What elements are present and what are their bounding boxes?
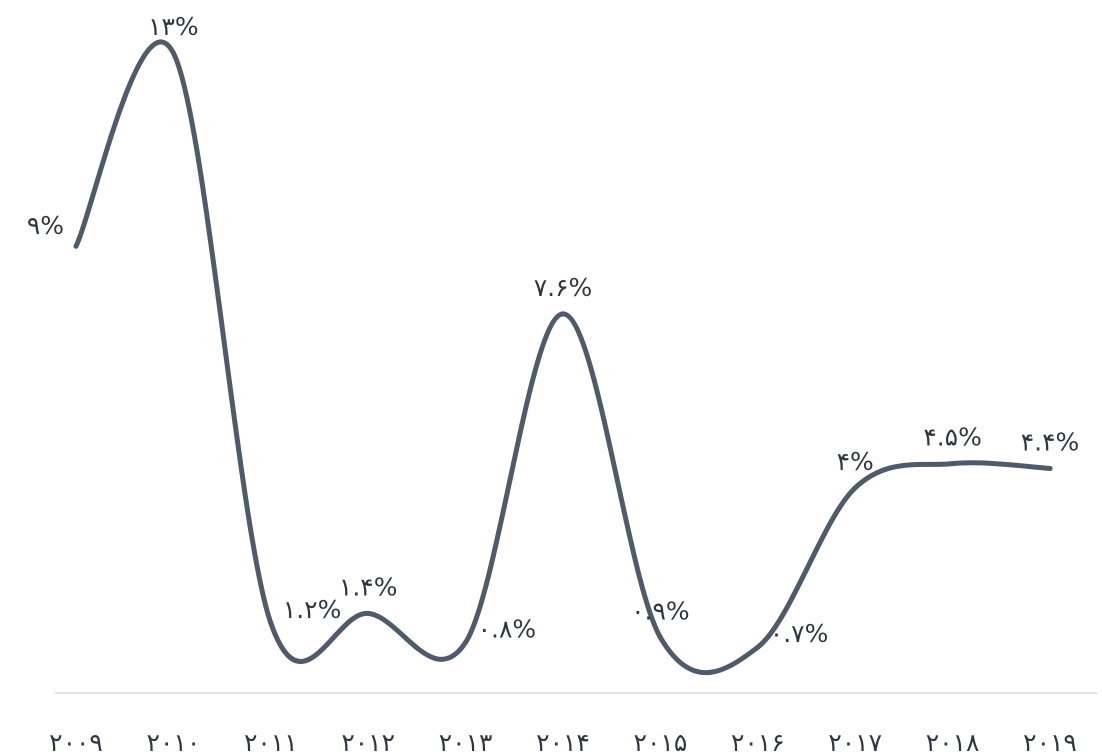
data-label-6: ۰.۹% [631,597,690,626]
x-tick-labels: ۲۰۰۹ ۲۰۱۰ ۲۰۱۱ ۲۰۱۲ ۲۰۱۳ ۲۰۱۴ ۲۰۱۵ ۲۰۱۶ ۲۰۱۷ ۲۰۱۸… [49,728,1077,756]
data-label-2: ۱.۲% [283,595,342,624]
data-point-3 [365,610,371,616]
data-label-5: ۷.۶% [534,273,593,302]
data-label-3: ۱.۴% [339,572,398,601]
x-tick-label-8: ۲۰۱۷ [828,728,882,756]
data-point-5 [560,311,566,317]
data-point-2 [268,620,274,626]
series-line [73,39,1053,676]
x-tick-label-2: ۲۰۱۱ [244,728,298,756]
x-tick-label-6: ۲۰۱۵ [634,728,688,756]
data-point-7 [755,644,761,650]
data-label-1: ۱۳% [148,12,199,41]
data-label-0: ۹% [27,211,64,240]
data-point-4 [463,639,469,645]
data-point-0 [73,243,79,249]
data-label-4: ۰.۸% [478,614,537,643]
data-label-9: ۴.۵% [923,423,982,452]
x-tick-label-5: ۲۰۱۴ [536,728,590,756]
data-point-10 [1047,465,1053,471]
data-label-8: ۴% [837,447,874,476]
data-label-10: ۴.۴% [1021,427,1080,456]
x-tick-label-1: ۲۰۱۰ [147,728,201,756]
data-label-7: ۰.۷% [770,619,829,648]
data-point-9 [950,461,956,467]
x-tick-label-9: ۲۰۱۸ [926,728,980,756]
data-labels: ۹% ۱۳% ۱.۲%۱.۴% ۰.۸% ۷.۶% ۰.۹% ۰.۷% ۴% ۴.۵% ۴.۴% [27,12,1079,648]
data-point-1 [170,50,176,56]
x-tick-label-10: ۲۰۱۹ [1023,728,1077,756]
x-tick-label-0: ۲۰۰۹ [49,728,103,756]
data-point-8 [852,485,858,491]
x-tick-label-3: ۲۰۱۲ [341,728,395,756]
x-tick-label-4: ۲۰۱۳ [439,728,493,756]
data-point-6 [657,635,663,641]
series-line-layer [73,39,1053,676]
x-tick-label-7: ۲۰۱۶ [731,728,785,756]
